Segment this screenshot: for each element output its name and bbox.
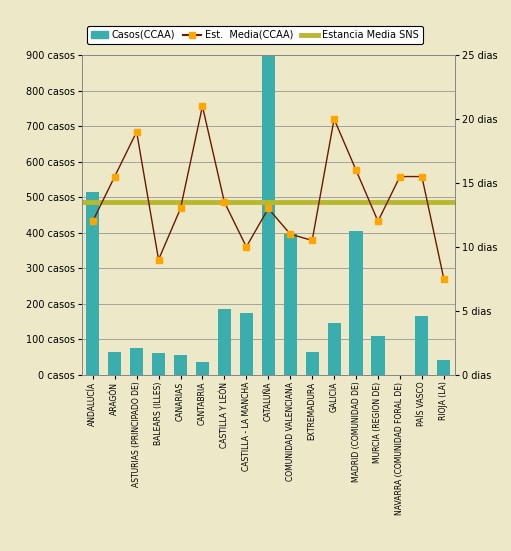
Bar	[174, 355, 187, 375]
Bar	[86, 192, 99, 375]
Bar	[130, 348, 143, 375]
Bar	[328, 323, 341, 375]
Bar	[108, 352, 121, 375]
Bar	[240, 312, 253, 375]
Bar	[350, 231, 363, 375]
Bar	[415, 316, 428, 375]
Bar	[437, 360, 450, 375]
Bar	[152, 353, 165, 375]
Bar	[284, 234, 297, 375]
Legend: Casos(CCAA), Est.  Media(CCAA), Estancia Media SNS: Casos(CCAA), Est. Media(CCAA), Estancia …	[87, 26, 423, 44]
Bar	[262, 55, 275, 375]
Bar	[306, 352, 319, 375]
Bar	[218, 309, 231, 375]
Bar	[371, 336, 385, 375]
Bar	[196, 362, 209, 375]
